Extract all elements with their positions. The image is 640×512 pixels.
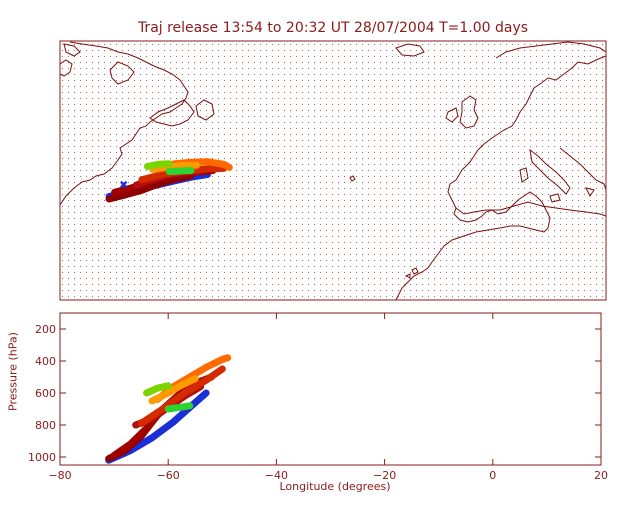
profile-ticks: −80 −60 −40 −20 0 20 200 400 600 800 1000 bbox=[28, 313, 608, 482]
map-trajectory-6 bbox=[149, 161, 200, 173]
map-dot-grid bbox=[60, 41, 606, 300]
profile-trajectory-4 bbox=[137, 365, 226, 427]
map-panel: ✖ bbox=[59, 40, 607, 301]
coastline-arctic-islands bbox=[63, 43, 81, 57]
coastline-azores bbox=[349, 175, 356, 182]
coastline-italy bbox=[529, 148, 571, 195]
coastline-balkans bbox=[559, 147, 606, 191]
profile-frame bbox=[59, 312, 602, 466]
x-tick-label: 20 bbox=[594, 469, 608, 482]
map-release-marker: ✖ bbox=[119, 178, 128, 191]
y-tick-label: 800 bbox=[35, 419, 56, 432]
y-tick-label: 600 bbox=[35, 387, 56, 400]
map-trajectory-7 bbox=[143, 160, 173, 170]
x-tick-label: −40 bbox=[265, 469, 288, 482]
coastline-north-africa bbox=[455, 201, 606, 217]
map-frame bbox=[59, 40, 607, 301]
profile-panel: −80 −60 −40 −20 0 20 200 400 600 800 1000 bbox=[28, 312, 608, 482]
profile-trajectory-6 bbox=[148, 375, 199, 405]
coastline-north-america bbox=[60, 41, 189, 206]
x-tick-label: −80 bbox=[48, 469, 71, 482]
coastline-labrador bbox=[109, 61, 135, 85]
figure-title: Traj release 13:54 to 20:32 UT 28/07/200… bbox=[137, 20, 529, 36]
map-trajectory-8 bbox=[165, 167, 195, 175]
coastline-europe bbox=[395, 55, 606, 300]
profile-trajectories bbox=[105, 354, 232, 464]
coastlines bbox=[60, 41, 606, 300]
coastline-canary-islands bbox=[404, 267, 419, 279]
coastline-gulf-stlawrence bbox=[149, 99, 195, 127]
x-tick-label: 0 bbox=[489, 469, 496, 482]
coastline-british-isles bbox=[445, 95, 479, 129]
y-tick-label: 400 bbox=[35, 355, 56, 368]
y-tick-label: 1000 bbox=[28, 451, 56, 464]
x-tick-label: −20 bbox=[373, 469, 396, 482]
coastline-mediterranean-islands bbox=[519, 167, 595, 203]
profile-trajectory-7 bbox=[143, 382, 172, 397]
map-trajectory-1 bbox=[105, 172, 195, 203]
coastline-iceland bbox=[395, 43, 425, 57]
x-axis-label: Longitude (degrees) bbox=[279, 480, 391, 493]
coastline-scandinavia bbox=[495, 41, 606, 59]
x-tick-label: −60 bbox=[157, 469, 180, 482]
profile-trajectory-8 bbox=[164, 402, 194, 413]
map-trajectories: ✖ bbox=[105, 158, 233, 203]
coastline-hudson bbox=[60, 59, 73, 77]
y-axis-label: Pressure (hPa) bbox=[6, 332, 20, 411]
coastline-newfoundland bbox=[195, 99, 215, 121]
y-tick-label: 200 bbox=[35, 323, 56, 336]
